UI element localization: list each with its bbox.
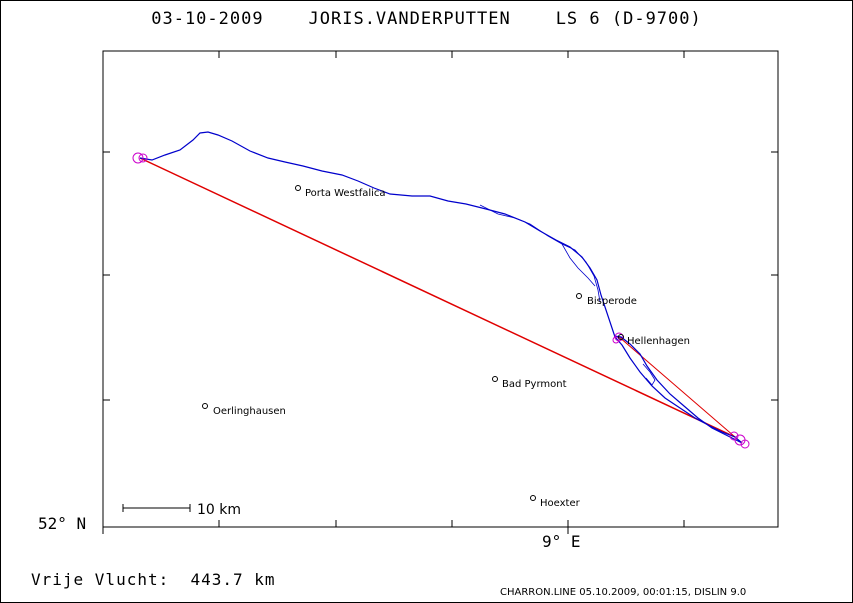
gps-track-loop (642, 363, 656, 386)
gps-track-out (139, 131, 616, 338)
town-dot-bad-pyrmont (492, 376, 498, 382)
turnpoint-marker-inner (612, 336, 620, 344)
start-marker-inner (138, 153, 148, 163)
left-axis-ticks (103, 151, 110, 401)
town-labels: Porta Westfalica Bisperode Hellenhagen B… (213, 188, 690, 509)
scale-bar-label: 10 km (197, 502, 241, 518)
turnpoint-markers (132, 152, 750, 449)
gps-track-alt (479, 204, 601, 303)
right-axis-ticks (771, 151, 778, 401)
end-marker-3 (740, 439, 750, 449)
start-marker (132, 152, 144, 164)
town-dot-hellenhagen (618, 334, 624, 340)
map-plot-area (102, 50, 779, 528)
gps-track-alt2 (561, 243, 596, 287)
top-axis-ticks (218, 51, 685, 58)
town-dot-bisperode (576, 293, 582, 299)
town-label-bisperode: Bisperode (587, 296, 637, 307)
latitude-label: 52° N (38, 514, 87, 533)
town-label-oerlinghausen: Oerlinghausen (213, 406, 286, 417)
town-dot-porta-westfalica (295, 185, 301, 191)
town-dot-oerlinghausen (202, 403, 208, 409)
task-line-long (139, 157, 736, 438)
flight-title: 03-10-2009 JORIS.VANDERPUTTEN LS 6 (D-97… (151, 9, 702, 29)
town-dot-hoexter (530, 495, 536, 501)
town-label-hoexter: Hoexter (540, 498, 581, 509)
gps-track-return (613, 335, 743, 444)
software-footer: CHARRON.LINE 05.10.2009, 00:01:15, DISLI… (500, 587, 747, 598)
longitude-label: 9° E (542, 532, 581, 551)
bottom-axis-ticks (102, 520, 685, 534)
task-lines (139, 157, 743, 444)
town-label-bad-pyrmont: Bad Pyrmont (502, 379, 567, 390)
town-label-porta-westfalica: Porta Westfalica (305, 188, 386, 199)
gps-track (139, 131, 743, 444)
town-markers (202, 185, 624, 501)
gps-track-back (614, 336, 743, 444)
end-marker (729, 431, 739, 441)
scale-bar (122, 504, 191, 512)
town-label-hellenhagen: Hellenhagen (627, 336, 690, 347)
free-flight-distance: Vrije Vlucht: 443.7 km (31, 570, 276, 589)
task-line-short (617, 335, 743, 444)
